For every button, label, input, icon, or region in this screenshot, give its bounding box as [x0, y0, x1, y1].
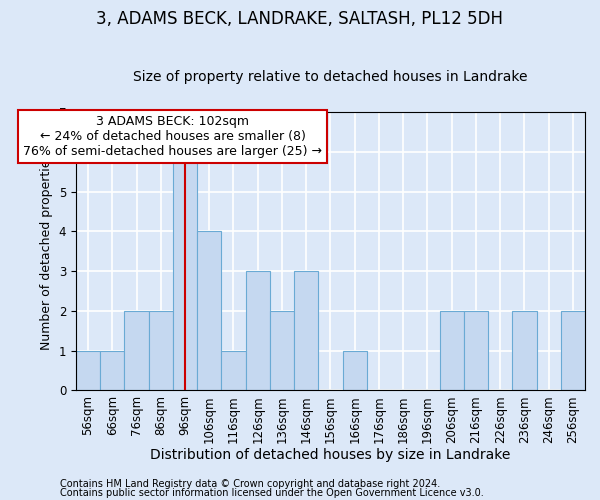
Bar: [294, 271, 319, 390]
Bar: [100, 350, 124, 391]
Text: 3 ADAMS BECK: 102sqm
← 24% of detached houses are smaller (8)
76% of semi-detach: 3 ADAMS BECK: 102sqm ← 24% of detached h…: [23, 115, 322, 158]
Bar: [124, 311, 149, 390]
Bar: [173, 152, 197, 390]
Bar: [270, 311, 294, 390]
Bar: [221, 350, 245, 391]
Bar: [149, 311, 173, 390]
Y-axis label: Number of detached properties: Number of detached properties: [40, 153, 53, 350]
Bar: [464, 311, 488, 390]
Bar: [561, 311, 585, 390]
X-axis label: Distribution of detached houses by size in Landrake: Distribution of detached houses by size …: [150, 448, 511, 462]
Bar: [440, 311, 464, 390]
Text: Contains public sector information licensed under the Open Government Licence v3: Contains public sector information licen…: [60, 488, 484, 498]
Bar: [245, 271, 270, 390]
Bar: [76, 350, 100, 391]
Bar: [343, 350, 367, 391]
Text: 3, ADAMS BECK, LANDRAKE, SALTASH, PL12 5DH: 3, ADAMS BECK, LANDRAKE, SALTASH, PL12 5…: [97, 10, 503, 28]
Title: Size of property relative to detached houses in Landrake: Size of property relative to detached ho…: [133, 70, 528, 85]
Text: Contains HM Land Registry data © Crown copyright and database right 2024.: Contains HM Land Registry data © Crown c…: [60, 479, 440, 489]
Bar: [197, 232, 221, 390]
Bar: [512, 311, 536, 390]
